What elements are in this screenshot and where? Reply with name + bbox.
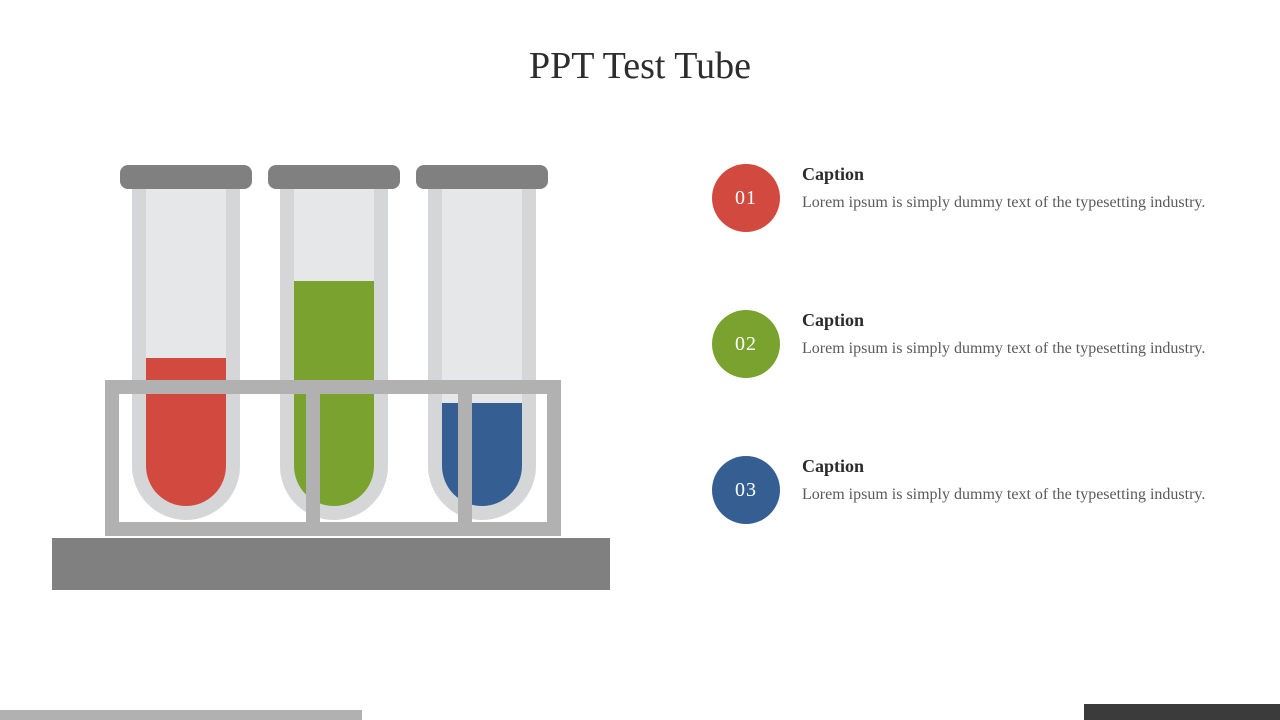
bottom-left-bar [0,710,362,720]
test-tube-graphic [52,160,610,590]
caption-badge-1: 01 [712,164,780,232]
caption-number-1: 01 [735,187,757,210]
caption-body-1: Lorem ipsum is simply dummy text of the … [802,191,1205,214]
caption-number-2: 02 [735,333,757,356]
test-tube-2-cap [268,165,400,189]
caption-item-2: 02 Caption Lorem ipsum is simply dummy tex… [712,310,1212,378]
caption-body-2: Lorem ipsum is simply dummy text of the … [802,337,1205,360]
rack-base [52,538,610,590]
bottom-right-bar [1084,704,1280,720]
slide: PPT Test Tube 01 Caption Lorem ipsum is si… [0,0,1280,720]
rack-divider-2 [458,394,472,522]
caption-title-3: Caption [802,456,1205,477]
rack-divider-1 [306,394,320,522]
test-tube-3-cap [416,165,548,189]
caption-badge-2: 02 [712,310,780,378]
caption-title-1: Caption [802,164,1205,185]
slide-title: PPT Test Tube [0,44,1280,88]
caption-list: 01 Caption Lorem ipsum is simply dummy tex… [712,164,1212,524]
caption-item-1: 01 Caption Lorem ipsum is simply dummy tex… [712,164,1212,232]
test-tube-1-cap [120,165,252,189]
caption-body-3: Lorem ipsum is simply dummy text of the … [802,483,1205,506]
caption-text-3: Caption Lorem ipsum is simply dummy text … [802,456,1205,506]
caption-item-3: 03 Caption Lorem ipsum is simply dummy tex… [712,456,1212,524]
caption-text-2: Caption Lorem ipsum is simply dummy text … [802,310,1205,360]
caption-title-2: Caption [802,310,1205,331]
caption-text-1: Caption Lorem ipsum is simply dummy text … [802,164,1205,214]
caption-badge-3: 03 [712,456,780,524]
rack-frame [105,380,561,536]
caption-number-3: 03 [735,479,757,502]
